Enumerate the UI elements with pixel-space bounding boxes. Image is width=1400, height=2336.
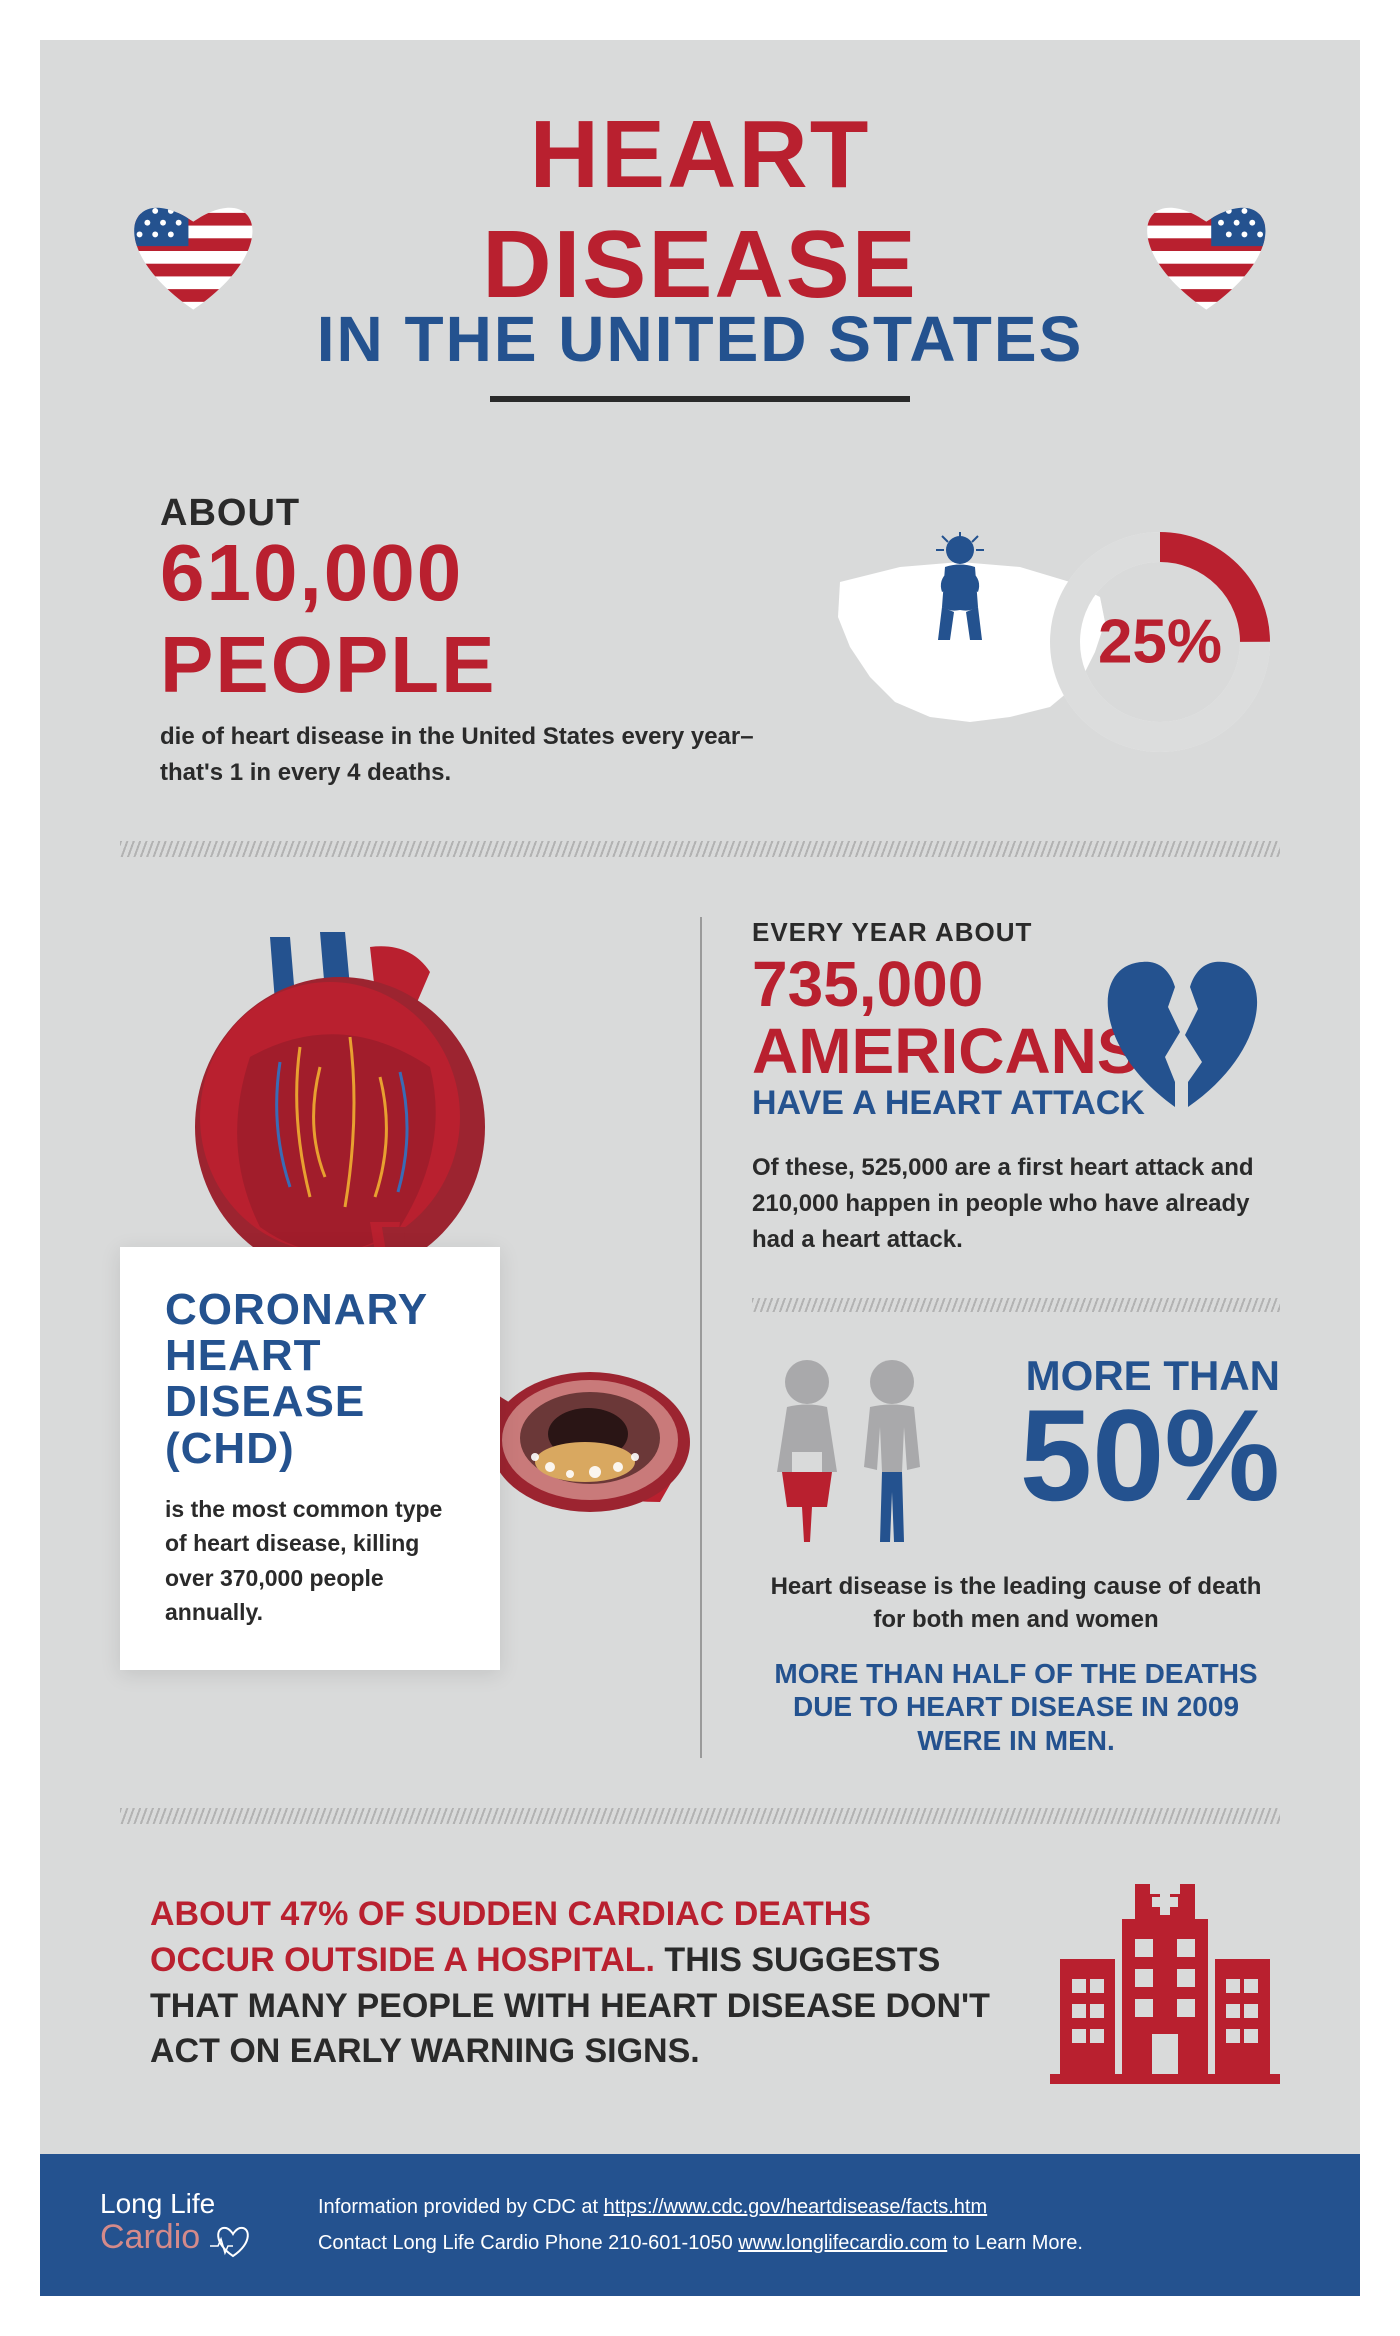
attack-desc: Of these, 525,000 are a first heart atta… (752, 1150, 1280, 1258)
llc-link[interactable]: www.longlifecardio.com (738, 2232, 947, 2254)
fifty-block: MORE THAN 50% (752, 1352, 1280, 1552)
chd-title: CORONARY HEART DISEASE (CHD) (165, 1287, 455, 1472)
divider (120, 841, 1280, 857)
divider (120, 1808, 1280, 1824)
title-line2: IN THE UNITED STATES (307, 302, 1094, 376)
heart-attack-block: EVERY YEAR ABOUT 735,000 AMERICANS HAVE … (752, 917, 1280, 1258)
footer-text: Information provided by CDC at https://w… (318, 2189, 1300, 2261)
section-hospital: ABOUT 47% OF SUDDEN CARDIAC DEATHS OCCUR… (120, 1824, 1280, 2154)
heart-outline-icon (208, 2221, 258, 2261)
title-underline (490, 396, 910, 402)
flag-heart-icon-left (120, 186, 267, 316)
hospital-icon (1050, 1884, 1280, 2084)
fifty-pct: 50% (972, 1400, 1280, 1511)
chd-desc: is the most common type of heart disease… (165, 1492, 455, 1630)
cdc-link[interactable]: https://www.cdc.gov/heartdisease/facts.h… (604, 2196, 988, 2218)
chd-box: CORONARY HEART DISEASE (CHD) is the most… (120, 1247, 500, 1670)
section-deaths: ABOUT 610,000 PEOPLE die of heart diseas… (120, 432, 1280, 841)
broken-heart-icon (1080, 937, 1280, 1117)
chest-pain-icon (920, 532, 1000, 642)
divider (752, 1298, 1280, 1312)
fifty-desc: Heart disease is the leading cause of de… (752, 1570, 1280, 1637)
section-chd-attacks: CORONARY HEART DISEASE (CHD) is the most… (120, 857, 1280, 1808)
donut-chart: 25% (1040, 522, 1280, 762)
deaths-desc: die of heart disease in the United State… (160, 719, 780, 791)
hospital-text: ABOUT 47% OF SUDDEN CARDIAC DEATHS OCCUR… (120, 1892, 990, 2076)
footer: Long Life Cardio Information provided by… (40, 2154, 1360, 2296)
fifty-extra: MORE THAN HALF OF THE DEATHS DUE TO HEAR… (752, 1657, 1280, 1758)
donut-label: 25% (1098, 606, 1222, 677)
deaths-stat: 610,000 PEOPLE (160, 527, 780, 711)
man-woman-icon (752, 1352, 952, 1552)
title-line1: HEART DISEASE (307, 100, 1094, 320)
flag-heart-icon-right (1133, 186, 1280, 316)
header: HEART DISEASE IN THE UNITED STATES (120, 100, 1280, 402)
footer-logo: Long Life Cardio (100, 2189, 258, 2261)
